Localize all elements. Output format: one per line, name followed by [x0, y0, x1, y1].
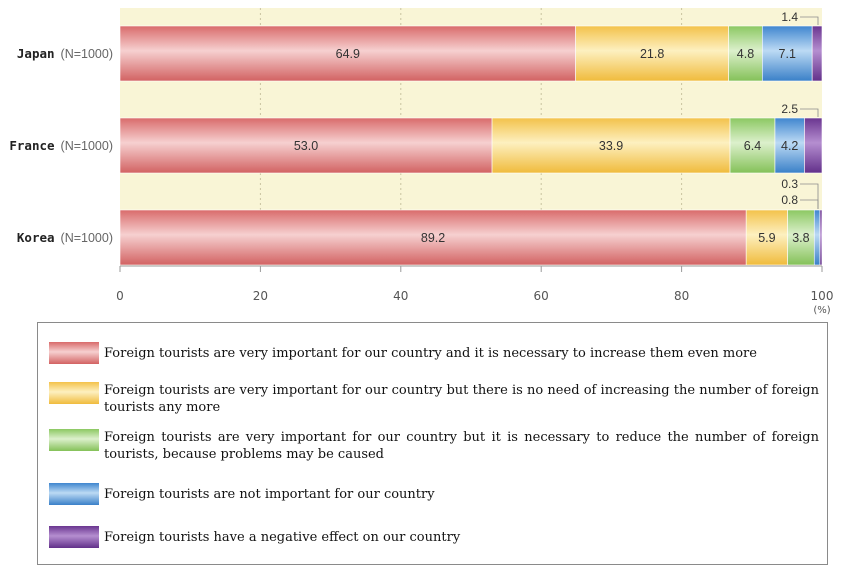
data-label: 4.8 — [737, 47, 754, 61]
category-name: France — [9, 138, 55, 153]
data-label: 7.1 — [779, 47, 796, 61]
category-labels: Japan (N=1000) France (N=1000) Korea (N=1000) — [9, 46, 113, 245]
data-label: 4.2 — [781, 139, 798, 153]
bar-segment — [119, 117, 493, 174]
category-name: Japan — [17, 46, 55, 61]
bar-segment — [813, 209, 821, 266]
data-label: 33.9 — [599, 139, 623, 153]
legend-label: Foreign tourists are very important for … — [104, 383, 819, 415]
bar-group — [119, 25, 823, 266]
callout-leader — [800, 108, 819, 117]
data-label: 21.8 — [640, 47, 664, 61]
tick-label: 100 — [811, 289, 834, 303]
category-sample-size: (N=1000) — [61, 139, 113, 153]
data-label: 5.9 — [758, 231, 775, 245]
x-axis-ticks: 0 20 40 60 80 100 — [116, 266, 833, 303]
segment-labels: 64.9 21.8 4.8 7.1 53.0 33.9 6.4 4.2 89.2 5.9 3.8 — [294, 47, 810, 245]
callout-label: 0.3 — [781, 177, 798, 191]
tick-label: 20 — [253, 289, 268, 303]
category-label: France (N=1000) — [9, 138, 113, 153]
category-name: Korea — [17, 230, 55, 245]
tick-label: 0 — [116, 289, 124, 303]
bar-segment — [787, 209, 815, 266]
bar-segment — [762, 25, 813, 82]
category-label: Korea (N=1000) — [17, 230, 113, 245]
bar-segment — [729, 117, 776, 174]
data-label: 6.4 — [744, 139, 761, 153]
stacked-bar-chart: 64.9 21.8 4.8 7.1 53.0 33.9 6.4 4.2 89.2 5.9 3.8 1… — [9, 8, 833, 316]
tick-label: 80 — [674, 289, 689, 303]
category-sample-size: (N=1000) — [61, 231, 113, 245]
callout-label: 0.8 — [781, 193, 798, 207]
bar-segment — [811, 25, 823, 82]
bar-segment — [804, 117, 823, 174]
legend-swatch — [49, 382, 99, 404]
legend: Foreign tourists are very important for … — [37, 322, 828, 565]
unit-label: (%) — [813, 305, 830, 316]
data-label: 53.0 — [294, 139, 318, 153]
legend-swatch — [49, 483, 99, 505]
legend-item: Foreign tourists are very important for … — [49, 342, 819, 364]
legend-item: Foreign tourists have a negative effect … — [49, 526, 819, 548]
callout-leader — [800, 199, 819, 209]
category-label: Japan (N=1000) — [17, 46, 113, 61]
legend-label: Foreign tourists are not important for o… — [104, 487, 435, 502]
category-sample-size: (N=1000) — [61, 47, 113, 61]
data-label: 89.2 — [421, 231, 445, 245]
callout-label: 1.4 — [781, 10, 798, 24]
bar-segment — [119, 25, 576, 82]
callout-label: 2.5 — [781, 102, 798, 116]
bar-segment — [819, 209, 823, 266]
legend-swatch — [49, 526, 99, 548]
bar-segment — [119, 209, 747, 266]
callout-leader — [800, 16, 819, 25]
legend-label: Foreign tourists are very important for … — [104, 346, 757, 361]
legend-label: Foreign tourists are very important for … — [104, 430, 819, 462]
data-label: 3.8 — [792, 231, 809, 245]
data-label: 64.9 — [336, 47, 360, 61]
bar-segment — [774, 117, 805, 174]
tick-label: 60 — [534, 289, 549, 303]
callout-group: 1.4 2.5 0.3 0.8 — [781, 10, 819, 209]
legend-item: Foreign tourists are not important for o… — [49, 483, 819, 505]
bar-segment — [575, 25, 729, 82]
legend-swatch — [49, 342, 99, 364]
legend-swatch — [49, 429, 99, 451]
bar-segment — [728, 25, 763, 82]
tick-label: 40 — [393, 289, 408, 303]
legend-label: Foreign tourists have a negative effect … — [104, 530, 461, 545]
legend-item: Foreign tourists are very important for … — [49, 382, 819, 416]
bar-segment — [491, 117, 731, 174]
legend-item: Foreign tourists are very important for … — [49, 429, 819, 463]
